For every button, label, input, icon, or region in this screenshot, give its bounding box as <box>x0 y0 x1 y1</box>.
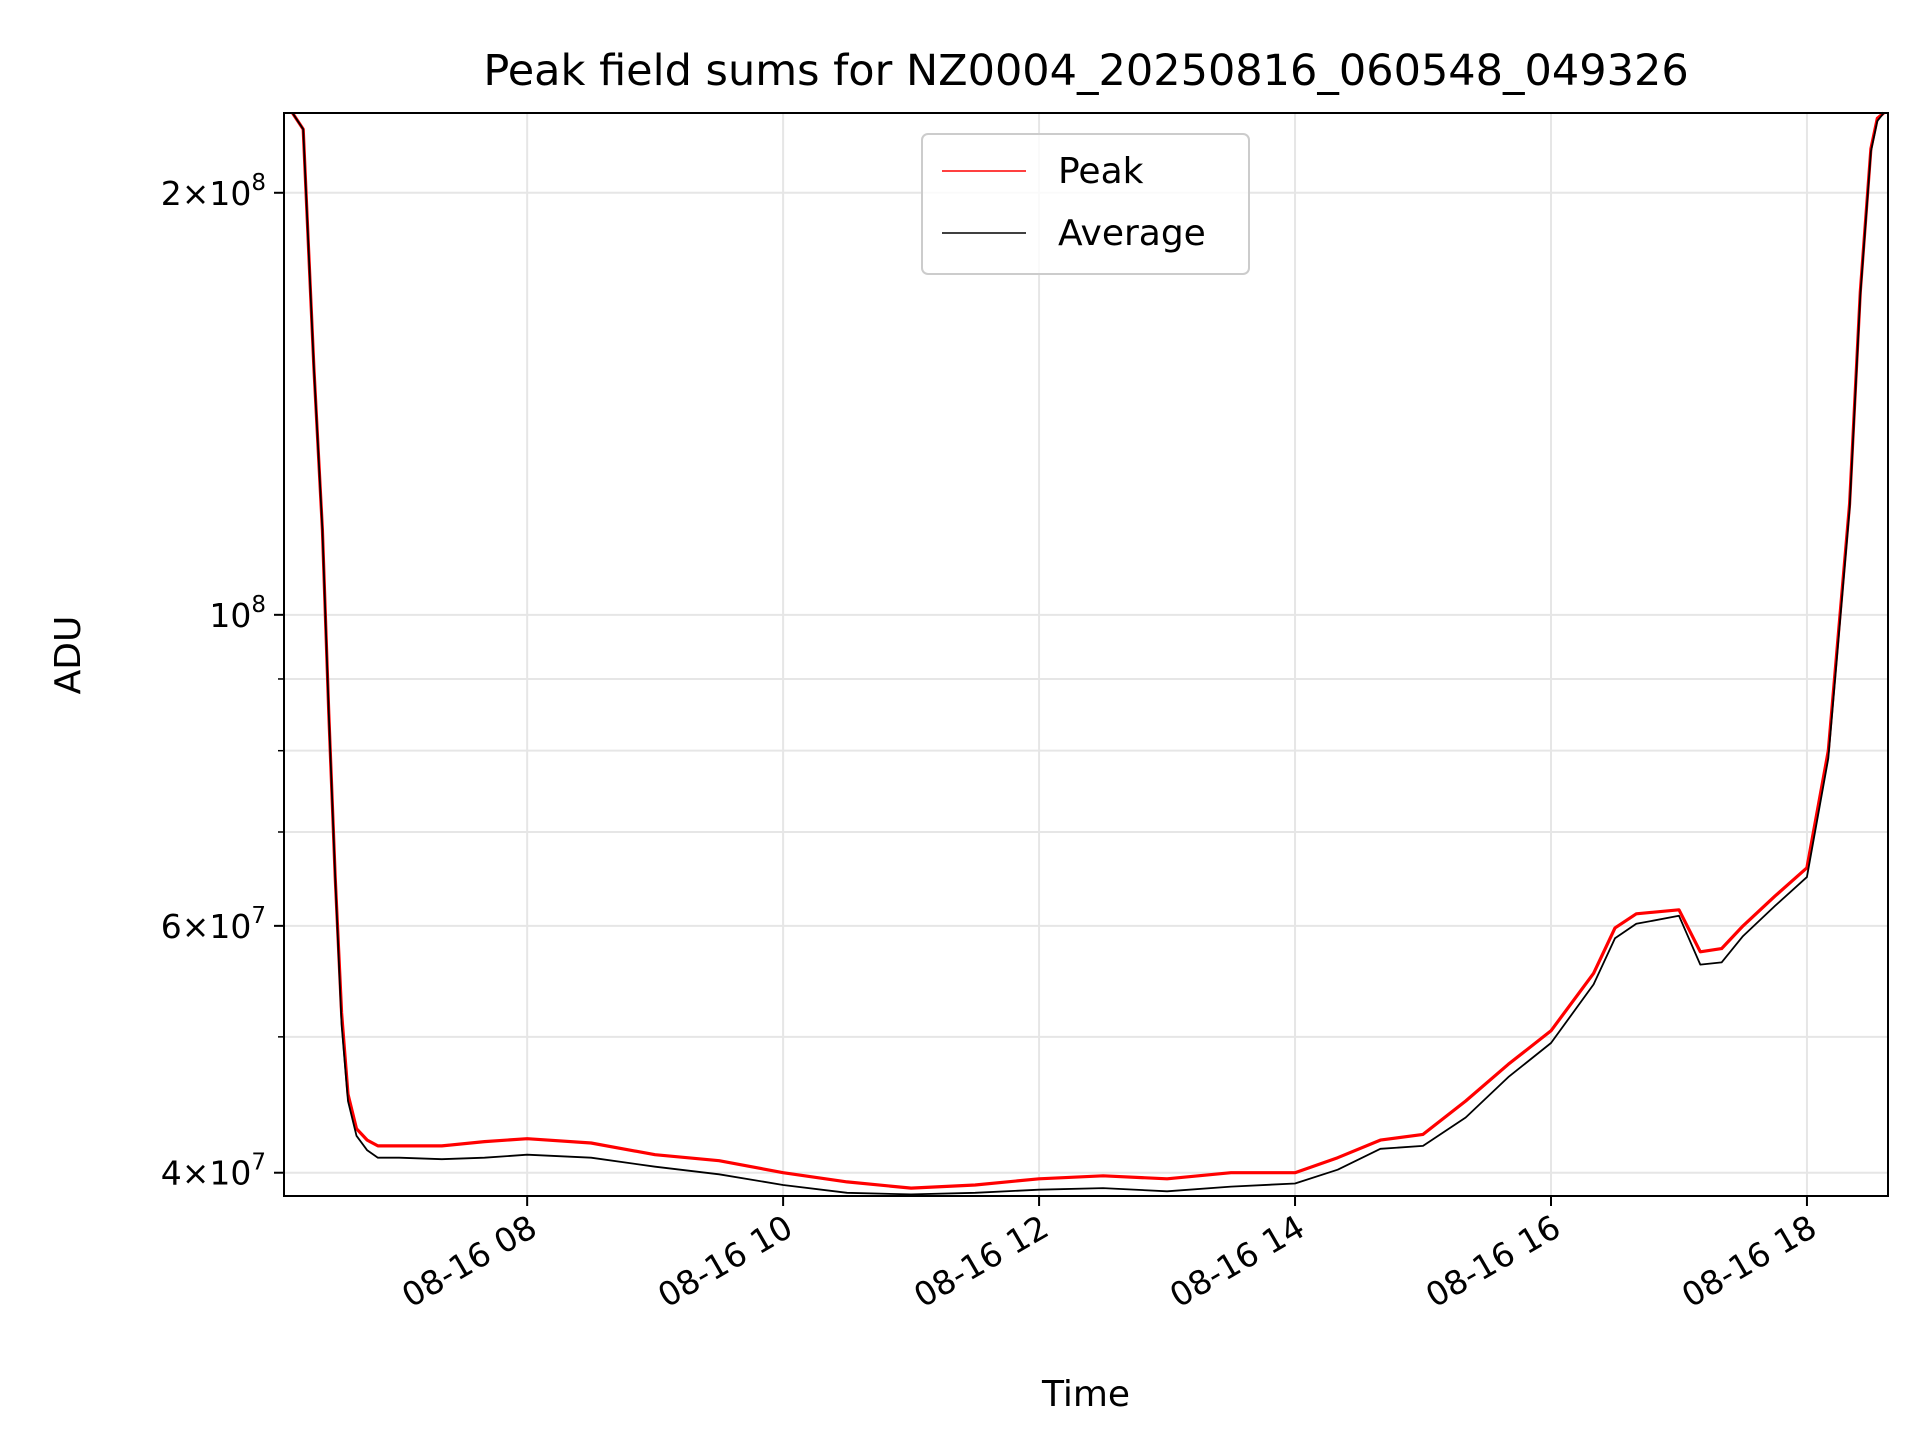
legend-label-peak: Peak <box>1058 151 1144 192</box>
chart-title: Peak field sums for NZ0004_20250816_0605… <box>483 46 1688 96</box>
y-tick-label: 6×107 <box>161 903 266 946</box>
y-tick-label-base: 6×10 <box>161 907 252 946</box>
y-tick-label-exponent: 8 <box>251 170 266 196</box>
y-tick-label: 108 <box>209 592 266 635</box>
y-tick-label-exponent: 8 <box>251 592 266 618</box>
y-tick-label: 2×108 <box>161 170 266 213</box>
y-tick-label-base: 10 <box>209 596 251 635</box>
legend-box <box>921 133 1250 275</box>
legend: Peak Average <box>921 133 1250 275</box>
series-line-peak <box>291 111 1885 1190</box>
x-axis-label: Time <box>1041 1374 1130 1415</box>
legend-label-average: Average <box>1058 213 1206 254</box>
y-axis-label: ADU <box>48 616 89 695</box>
series-layer <box>291 111 1885 1196</box>
series-line-average <box>291 112 1885 1196</box>
y-tick-label-exponent: 7 <box>251 1150 266 1176</box>
y-tick-label: 4×107 <box>161 1150 266 1193</box>
y-tick-label-base: 4×10 <box>161 1154 252 1193</box>
plot-frame <box>283 112 1889 1197</box>
y-tick-label-exponent: 7 <box>251 903 266 929</box>
y-tick-label-base: 2×10 <box>161 174 252 213</box>
